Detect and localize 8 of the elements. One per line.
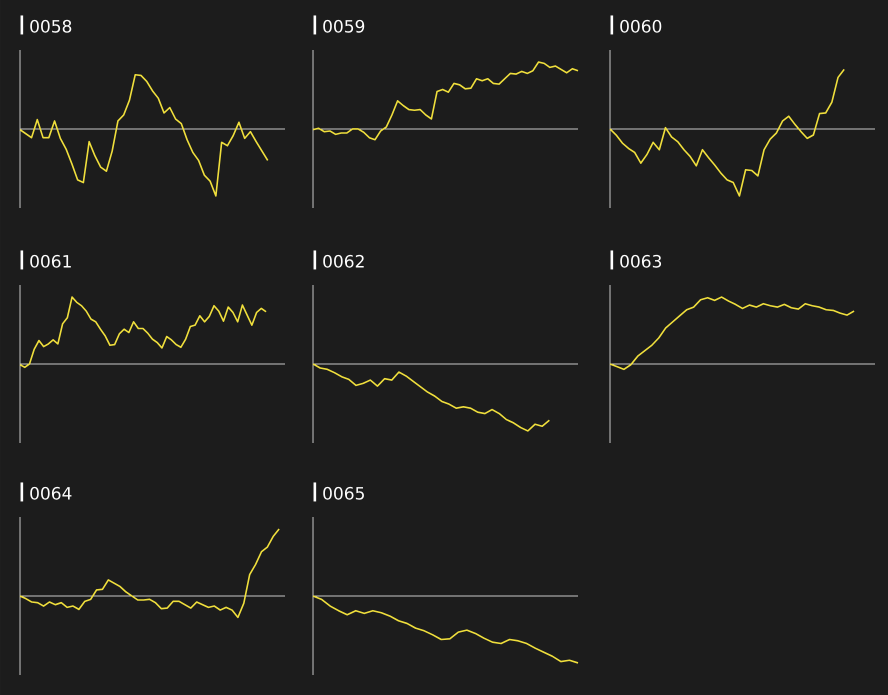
chart-title: 0058 — [30, 20, 72, 33]
chart-title: 0065 — [323, 486, 364, 500]
chart-title: 0064 — [30, 486, 72, 500]
chart-title: 0060 — [620, 20, 662, 33]
chart-title: 0061 — [30, 254, 71, 268]
chart-title: 0063 — [620, 254, 662, 268]
chart-title: 0062 — [323, 254, 364, 268]
chart-title: 0059 — [323, 20, 364, 33]
